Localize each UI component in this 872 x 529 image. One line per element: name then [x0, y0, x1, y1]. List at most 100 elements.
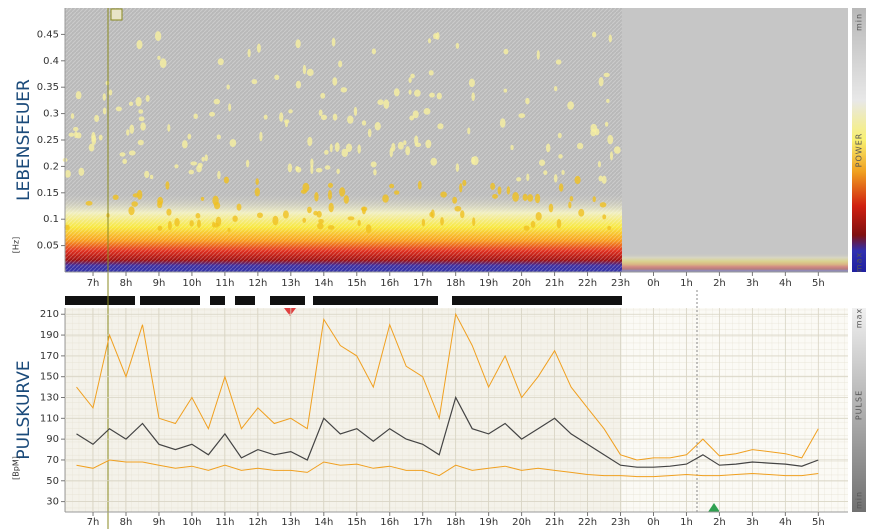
y-tick-label: 90 — [46, 434, 59, 445]
speck — [229, 138, 237, 148]
x-tick-label: 10h — [182, 517, 201, 528]
colorbar-label: PULSE — [855, 390, 864, 420]
speck — [287, 163, 293, 173]
speck — [436, 92, 442, 100]
speck — [284, 119, 290, 124]
speck — [558, 183, 564, 192]
speck — [213, 201, 221, 210]
axis-unit: [Hz] — [12, 237, 21, 253]
hatch — [65, 8, 622, 272]
speck — [408, 89, 412, 95]
x-tick-label: 14h — [314, 517, 333, 528]
clock-icon[interactable] — [110, 8, 123, 21]
activity-bar — [140, 296, 200, 305]
y-tick-label: 0.15 — [37, 188, 59, 199]
speck — [282, 210, 289, 219]
x-tick-label: 20h — [512, 278, 531, 289]
speck — [468, 78, 475, 88]
speck — [122, 158, 128, 165]
speck — [440, 191, 447, 198]
speck — [254, 187, 260, 197]
y-tick-label: 30 — [46, 497, 59, 508]
pulse-line — [76, 459, 819, 478]
x-tick-label: 5h — [812, 278, 825, 289]
speck — [462, 179, 467, 186]
speck — [599, 202, 607, 208]
speck — [216, 134, 221, 140]
x-tick-label: 14h — [314, 278, 333, 289]
speck — [345, 143, 353, 153]
y-tick-label: 190 — [40, 330, 59, 341]
speck — [251, 79, 258, 85]
speck — [64, 224, 70, 231]
speck — [165, 181, 170, 190]
speck — [518, 113, 526, 119]
y-tick-label: 0.3 — [43, 109, 59, 120]
speck — [102, 93, 106, 101]
speck — [78, 167, 85, 176]
y-tick-label: 210 — [40, 309, 59, 320]
speck — [382, 194, 389, 203]
speck — [68, 132, 75, 137]
activity-bar — [313, 296, 438, 305]
speck — [338, 60, 343, 68]
speck — [365, 224, 372, 234]
x-tick-label: 2h — [713, 278, 726, 289]
speck — [302, 64, 307, 75]
x-tick-label: 9h — [153, 278, 166, 289]
speck — [341, 148, 349, 158]
y-tick-label: 150 — [40, 372, 59, 383]
speck — [336, 168, 340, 175]
speck — [188, 169, 194, 175]
speck — [193, 113, 198, 120]
speck — [340, 87, 348, 93]
speck — [568, 201, 572, 209]
speck — [467, 127, 471, 135]
speck — [174, 218, 180, 227]
speck — [527, 194, 534, 202]
speck — [300, 189, 307, 194]
x-tick-label: 23h — [611, 278, 630, 289]
x-tick-label: 22h — [578, 517, 597, 528]
speck — [302, 217, 307, 223]
power-colorbar — [852, 8, 866, 272]
speck — [72, 126, 79, 132]
speck — [315, 167, 323, 173]
x-tick-label: 18h — [446, 278, 465, 289]
speck — [157, 196, 164, 206]
speck — [371, 48, 377, 55]
y-tick-label: 0.1 — [43, 214, 59, 225]
x-tick-label: 19h — [479, 278, 498, 289]
speck — [516, 177, 522, 182]
night-background — [622, 8, 848, 272]
speck — [119, 152, 126, 157]
speck — [328, 202, 334, 213]
speck — [370, 161, 377, 168]
speck — [247, 48, 251, 58]
speck — [226, 84, 230, 90]
speck — [452, 196, 458, 204]
x-tick-label: 13h — [281, 278, 300, 289]
x-tick-label: 0h — [647, 278, 660, 289]
speck — [327, 189, 333, 200]
x-tick-label: 3h — [746, 278, 759, 289]
speck — [497, 186, 502, 195]
speck — [256, 43, 261, 53]
speck — [428, 70, 434, 76]
speck — [331, 37, 336, 47]
y-tick-label: 0.4 — [43, 56, 59, 67]
x-tick-label: 8h — [120, 517, 133, 528]
speck — [567, 101, 574, 110]
speck — [128, 150, 136, 156]
x-tick-label: 16h — [380, 278, 399, 289]
x-tick-label: 11h — [215, 278, 234, 289]
x-tick-label: 4h — [779, 278, 792, 289]
x-tick-label: 17h — [413, 278, 432, 289]
speck — [217, 170, 221, 180]
speck — [200, 196, 205, 201]
speck — [607, 134, 614, 145]
speck — [574, 175, 581, 185]
speck — [545, 143, 551, 153]
speck — [144, 170, 150, 179]
speck — [135, 96, 142, 107]
